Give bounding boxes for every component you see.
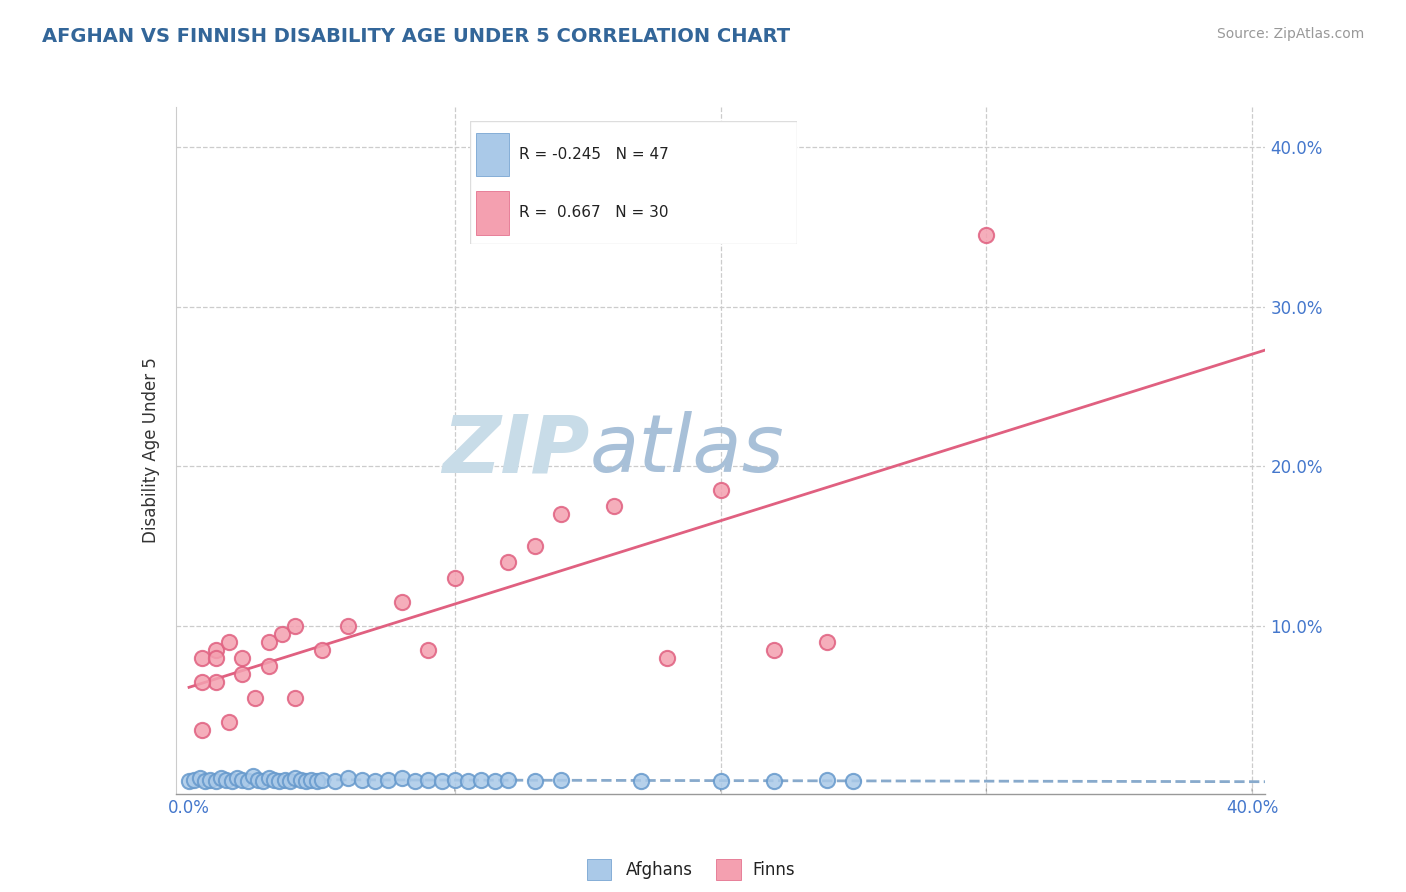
Point [257, 771, 280, 785]
Point [404, 774, 426, 789]
Point [762, 774, 785, 789]
Point [657, 651, 679, 665]
Point [443, 772, 465, 787]
Point [231, 651, 253, 665]
Point [762, 643, 785, 657]
Point [842, 774, 865, 789]
Point [290, 772, 312, 787]
Point [523, 774, 546, 789]
Point [218, 714, 240, 729]
Point [284, 771, 307, 785]
Text: atlas: atlas [591, 411, 785, 490]
Point [221, 774, 243, 789]
Point [209, 771, 232, 785]
Text: ZIP: ZIP [443, 411, 591, 490]
Point [191, 675, 214, 690]
Point [364, 774, 387, 789]
Point [242, 769, 264, 783]
Point [284, 691, 307, 706]
Point [263, 772, 285, 787]
Point [191, 651, 214, 665]
Point [295, 774, 318, 789]
Point [188, 771, 211, 785]
Point [305, 774, 328, 789]
Point [257, 635, 280, 649]
Text: Afghans: Afghans [626, 861, 693, 879]
Text: AFGHAN VS FINNISH DISABILITY AGE UNDER 5 CORRELATION CHART: AFGHAN VS FINNISH DISABILITY AGE UNDER 5… [42, 27, 790, 45]
Point [194, 774, 217, 789]
Point [484, 774, 506, 789]
Point [337, 619, 360, 633]
Point [976, 227, 998, 242]
Point [284, 619, 307, 633]
Point [200, 772, 222, 787]
Point [231, 667, 253, 681]
FancyBboxPatch shape [716, 859, 741, 880]
Point [470, 772, 492, 787]
Point [496, 555, 519, 569]
Y-axis label: Disability Age Under 5: Disability Age Under 5 [142, 358, 160, 543]
Point [204, 651, 226, 665]
Point [252, 774, 274, 789]
Point [457, 774, 479, 789]
Point [550, 508, 572, 522]
Point [350, 772, 373, 787]
Point [231, 772, 253, 787]
Point [299, 772, 322, 787]
Point [815, 635, 838, 649]
Point [215, 772, 238, 787]
Point [271, 627, 294, 641]
Point [323, 774, 346, 789]
Text: Finns: Finns [752, 861, 794, 879]
Point [269, 774, 291, 789]
Point [225, 771, 247, 785]
Point [550, 772, 572, 787]
Point [418, 772, 440, 787]
Text: Source: ZipAtlas.com: Source: ZipAtlas.com [1216, 27, 1364, 41]
Point [247, 772, 270, 787]
Point [204, 774, 226, 789]
Point [710, 483, 733, 498]
Point [391, 595, 413, 609]
Point [418, 643, 440, 657]
Point [311, 772, 333, 787]
Point [430, 774, 453, 789]
FancyBboxPatch shape [586, 859, 612, 880]
Point [204, 643, 226, 657]
Point [245, 691, 267, 706]
Point [218, 635, 240, 649]
Point [183, 772, 205, 787]
Point [815, 772, 838, 787]
Point [630, 774, 652, 789]
Point [391, 771, 413, 785]
Point [523, 539, 546, 553]
Point [278, 774, 301, 789]
Point [496, 772, 519, 787]
Point [177, 774, 200, 789]
Point [443, 571, 465, 585]
Point [257, 659, 280, 673]
Point [236, 774, 259, 789]
Point [603, 500, 626, 514]
Point [274, 772, 297, 787]
Point [710, 774, 733, 789]
Point [204, 675, 226, 690]
Point [191, 723, 214, 737]
Point [337, 771, 360, 785]
Point [377, 772, 399, 787]
Point [311, 643, 333, 657]
